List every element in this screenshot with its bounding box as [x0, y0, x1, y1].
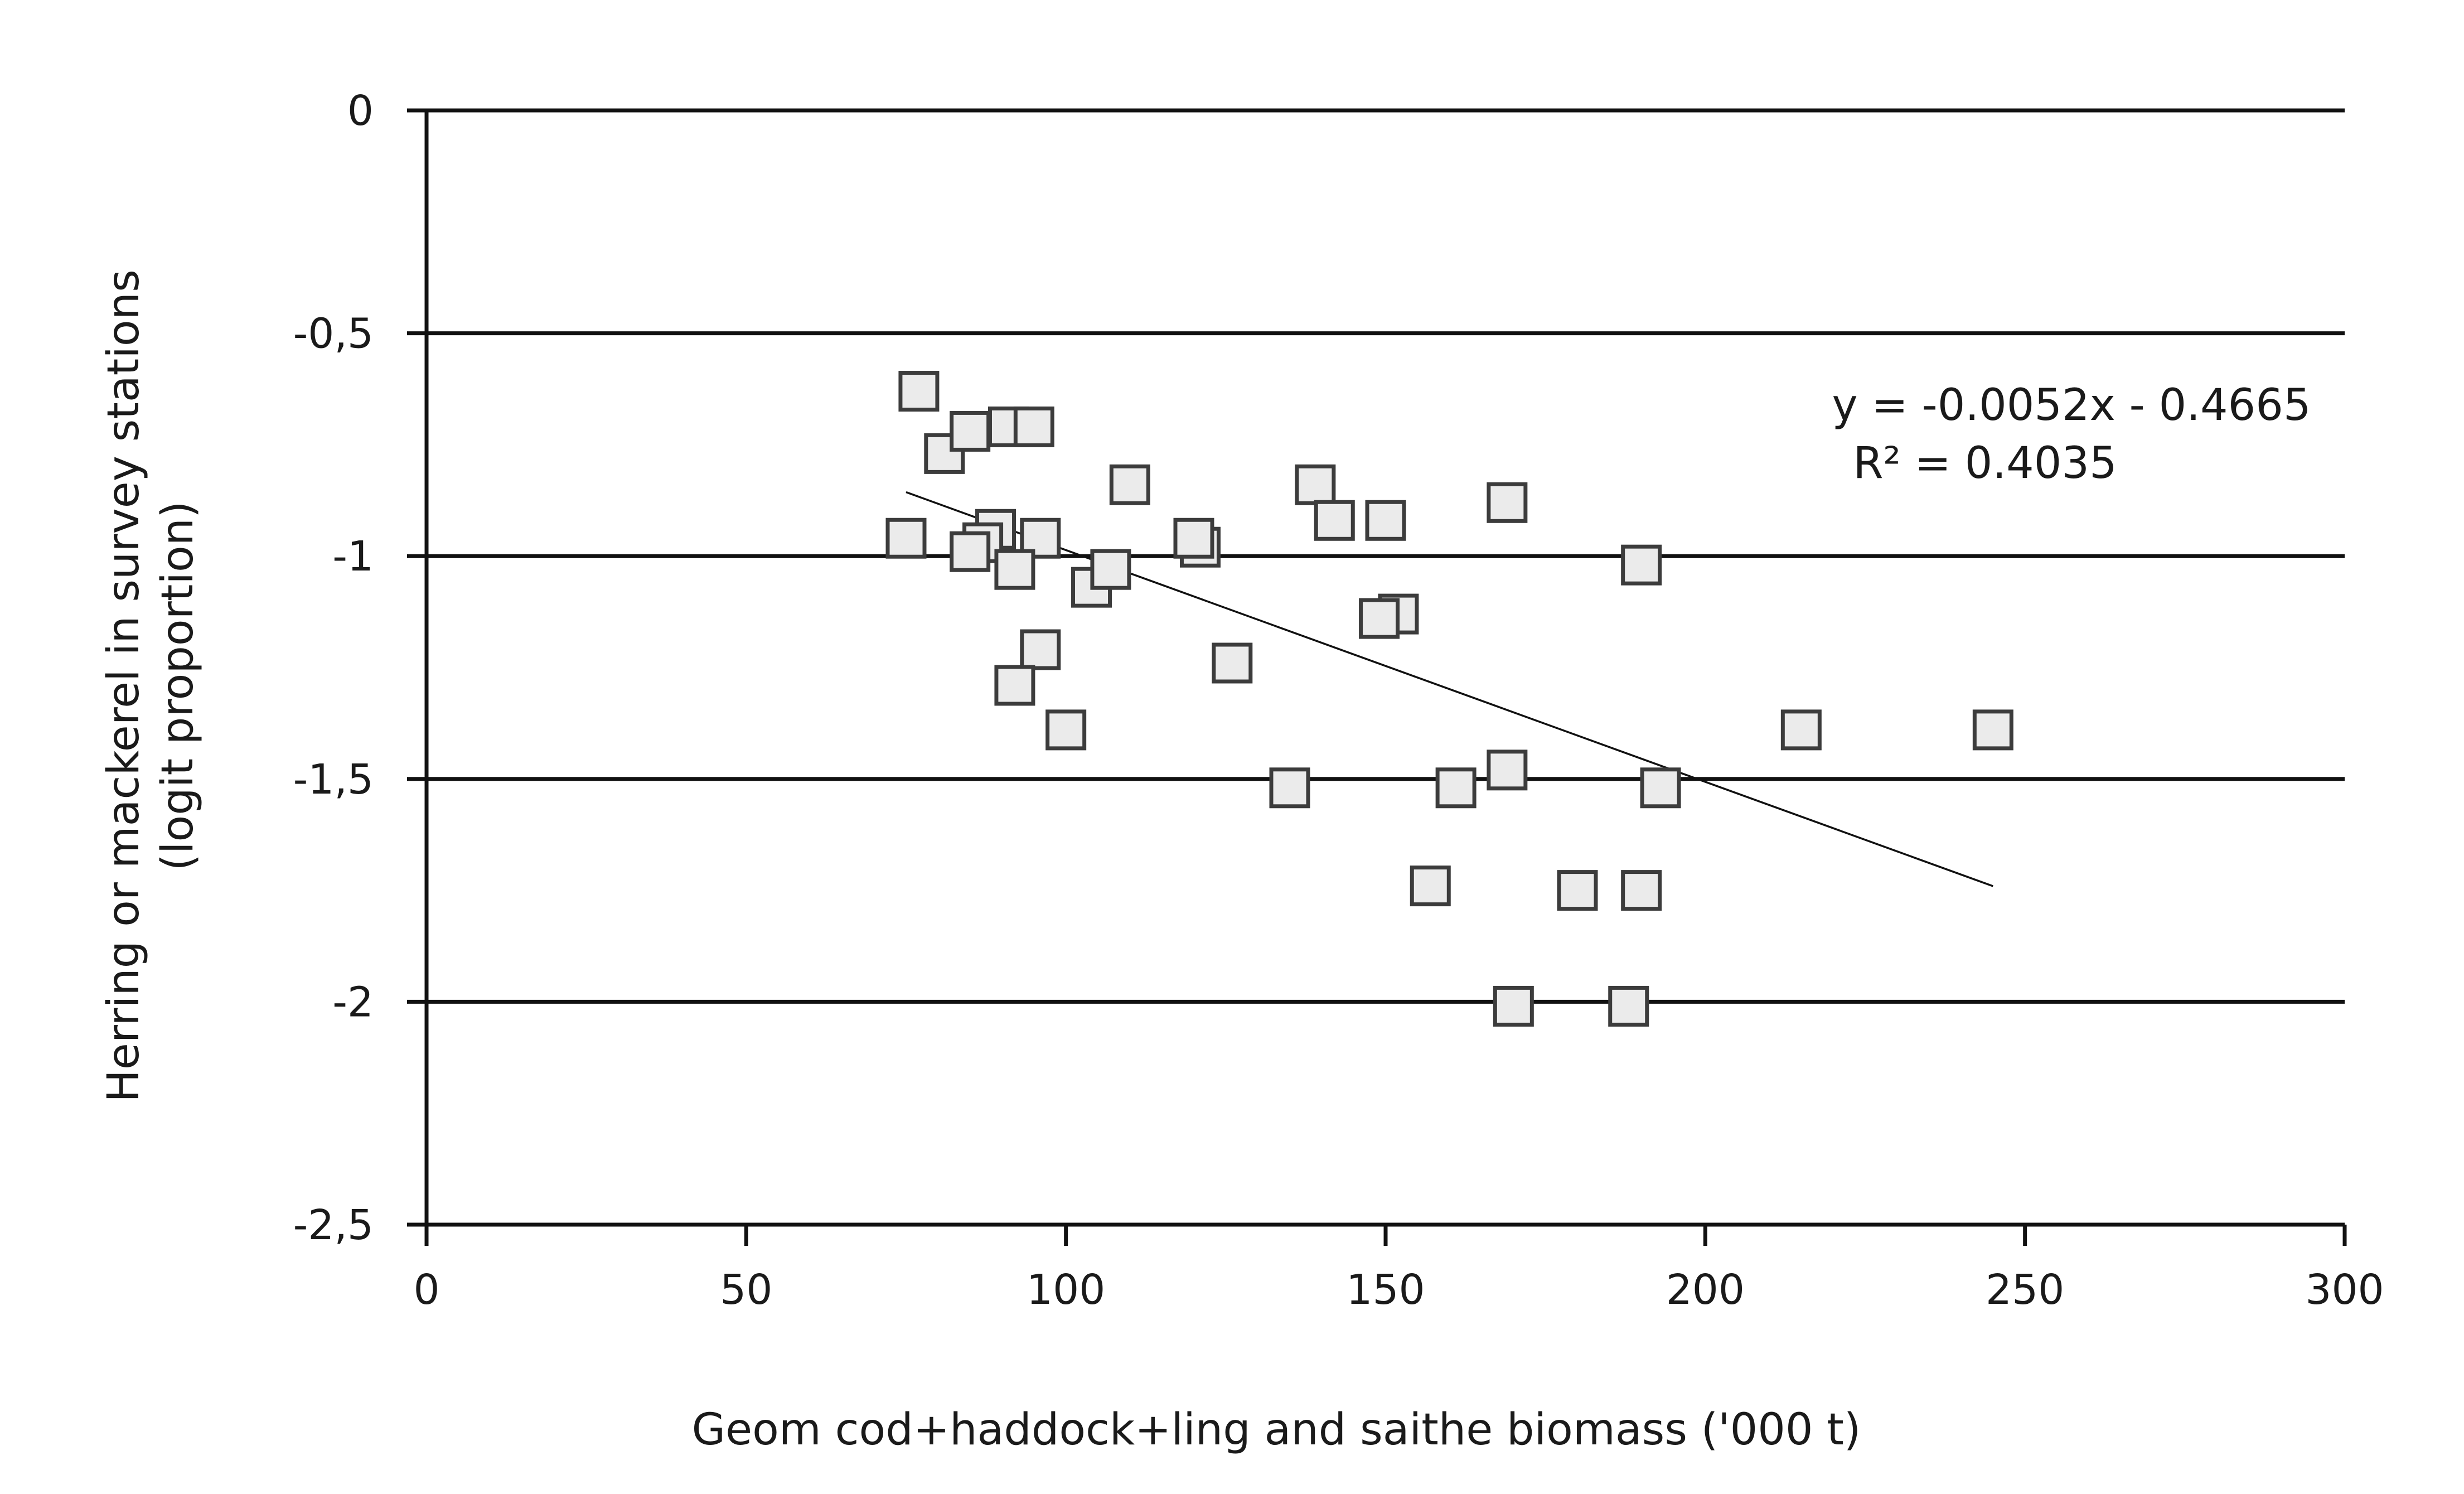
data-point: [1487, 482, 1528, 523]
y-axis-title-line-1: Herring or mackerel in survey stations: [99, 269, 149, 1102]
data-point: [898, 370, 940, 412]
data-point: [1493, 985, 1534, 1027]
data-point: [1109, 464, 1150, 505]
x-tick-label: 50: [720, 1266, 772, 1314]
y-tick-label: -1,5: [293, 756, 374, 804]
y-tick-label: -2: [332, 978, 374, 1026]
data-point: [1359, 598, 1400, 639]
x-tick-label: 0: [413, 1266, 439, 1314]
data-point: [1173, 518, 1214, 559]
data-point: [885, 518, 927, 559]
x-tick-label: 100: [1027, 1266, 1105, 1314]
data-point: [1020, 629, 1061, 670]
regression-equation: y = -0.0052x - 0.4665: [1832, 380, 2311, 431]
trendline: [906, 491, 1993, 887]
data-point: [1972, 709, 2013, 751]
trendline-group: [906, 491, 1993, 887]
y-tick-label: -2,5: [293, 1201, 374, 1249]
y-tick-label: -1: [332, 533, 374, 581]
data-point: [1621, 870, 1662, 911]
data-point: [1295, 464, 1336, 505]
x-tick-label: 250: [1986, 1266, 2064, 1314]
data-point: [1410, 866, 1451, 907]
data-point: [994, 665, 1035, 706]
gridlines: [427, 108, 2345, 1004]
data-point: [1608, 985, 1649, 1027]
data-points: [885, 370, 2013, 1027]
data-point: [994, 549, 1035, 590]
axes: [407, 108, 2347, 1246]
y-tick-label: 0: [347, 87, 374, 135]
data-point: [1365, 500, 1406, 541]
data-point: [1621, 544, 1662, 586]
data-point: [950, 531, 991, 572]
y-axis-title-line-2: (logit proportion): [153, 501, 203, 871]
data-point: [950, 410, 991, 452]
tick-labels: 0 -0,5 -1 -1,5 -2 -2,5 0 50 100 150 200 250 300: [293, 87, 2384, 1314]
data-point: [1013, 406, 1054, 447]
x-tick-label: 150: [1346, 1266, 1425, 1314]
data-point: [1640, 767, 1681, 809]
data-point: [1212, 642, 1253, 684]
x-tick-label: 200: [1666, 1266, 1745, 1314]
r-squared-label: R² = 0.4035: [1853, 438, 2117, 489]
data-point: [1269, 767, 1310, 809]
data-point: [1314, 500, 1355, 541]
x-tick-label: 300: [2305, 1266, 2384, 1314]
data-point: [924, 433, 965, 474]
data-point: [1435, 767, 1477, 809]
x-axis-title: Geom cod+haddock+ling and saithe biomass…: [692, 1405, 1861, 1455]
data-point: [1487, 750, 1528, 791]
data-point: [1780, 709, 1822, 751]
data-point: [1045, 709, 1087, 751]
data-point: [1557, 870, 1598, 911]
data-point: [1090, 549, 1131, 590]
y-tick-label: -0,5: [293, 310, 374, 358]
